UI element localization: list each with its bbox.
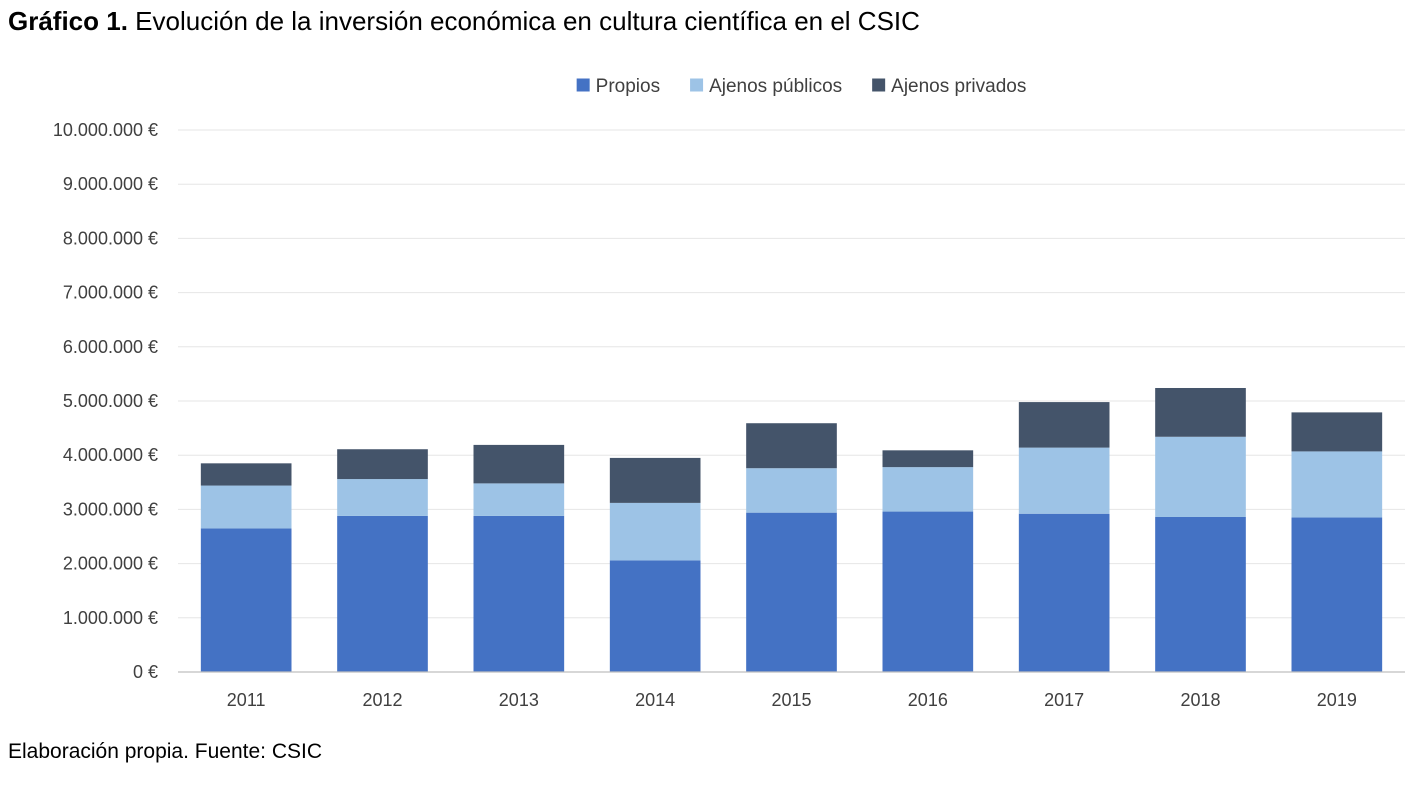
bar-segment — [337, 479, 428, 516]
y-tick-label: 3.000.000 € — [63, 499, 158, 519]
chart-title-lead: Gráfico 1. — [8, 6, 128, 36]
bar-segment — [609, 502, 701, 561]
bar-segment — [1155, 387, 1246, 437]
legend-swatch — [690, 78, 704, 92]
source-note: Elaboración propia. Fuente: CSIC — [8, 740, 323, 763]
x-tick-label: 2013 — [499, 690, 539, 710]
legend-label: Ajenos públicos — [709, 76, 842, 97]
bar-segment — [473, 483, 565, 516]
legend-label: Ajenos privados — [891, 76, 1026, 97]
y-tick-label: 7.000.000 € — [63, 283, 158, 303]
y-tick-label: 6.000.000 € — [63, 337, 158, 357]
bar-segment — [473, 444, 565, 484]
bar-segment — [1155, 436, 1246, 517]
legend-swatch — [576, 78, 590, 92]
bars — [200, 387, 1383, 672]
bar-segment — [200, 463, 292, 486]
bar-segment — [1155, 516, 1246, 672]
y-tick-label: 4.000.000 € — [63, 445, 158, 465]
y-tick-label: 10.000.000 € — [53, 120, 158, 140]
bar-segment — [200, 528, 292, 672]
y-tick-label: 5.000.000 € — [63, 391, 158, 411]
bar-segment — [337, 449, 428, 480]
y-tick-label: 0 € — [133, 662, 158, 682]
chart-title: Gráfico 1. Evolución de la inversión eco… — [8, 4, 920, 38]
bar-segment — [882, 450, 974, 468]
x-tick-label: 2014 — [635, 690, 675, 710]
bar-segment — [1291, 517, 1383, 672]
bar-segment — [746, 512, 837, 672]
x-tick-label: 2011 — [227, 690, 266, 710]
bar-segment — [609, 560, 701, 672]
bar-segment — [746, 468, 837, 513]
x-tick-label: 2019 — [1317, 690, 1357, 710]
bar-segment — [337, 515, 428, 672]
bar-segment — [609, 457, 701, 503]
y-tick-label: 8.000.000 € — [63, 228, 158, 248]
x-axis-tick-labels: 2011 2012 2013 2014 2015 2016 2017 2018 2019 — [227, 690, 1357, 710]
x-tick-label: 2017 — [1044, 690, 1084, 710]
bar-segment — [746, 423, 837, 469]
y-tick-label: 2.000.000 € — [63, 554, 158, 574]
bar-segment — [200, 485, 292, 529]
bar-segment — [1018, 513, 1110, 672]
bar-segment — [882, 511, 974, 672]
bar-segment — [1291, 412, 1383, 452]
bar-segment — [1291, 451, 1383, 518]
y-tick-label: 9.000.000 € — [63, 174, 158, 194]
x-tick-label: 2018 — [1180, 690, 1220, 710]
legend-label: Propios — [596, 76, 660, 97]
bar-segment — [882, 467, 974, 512]
legend: Propios Ajenos públicos Ajenos privados — [576, 76, 1026, 97]
bar-segment — [1018, 447, 1110, 514]
x-tick-label: 2015 — [771, 690, 811, 710]
chart-title-text: Evolución de la inversión económica en c… — [135, 6, 920, 36]
x-tick-label: 2012 — [362, 690, 402, 710]
x-tick-label: 2016 — [908, 690, 948, 710]
bar-segment — [473, 515, 565, 672]
bar-segment — [1018, 402, 1110, 448]
legend-swatch — [872, 78, 886, 92]
y-tick-label: 1.000.000 € — [63, 608, 158, 628]
y-axis-tick-labels: 0 € 1.000.000 € 2.000.000 € 3.000.000 € 4.00… — [53, 120, 158, 682]
